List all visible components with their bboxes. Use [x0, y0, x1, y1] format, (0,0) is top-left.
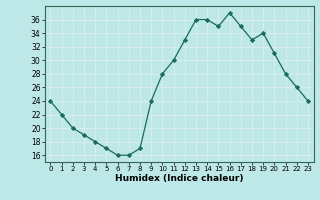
X-axis label: Humidex (Indice chaleur): Humidex (Indice chaleur) [115, 174, 244, 183]
